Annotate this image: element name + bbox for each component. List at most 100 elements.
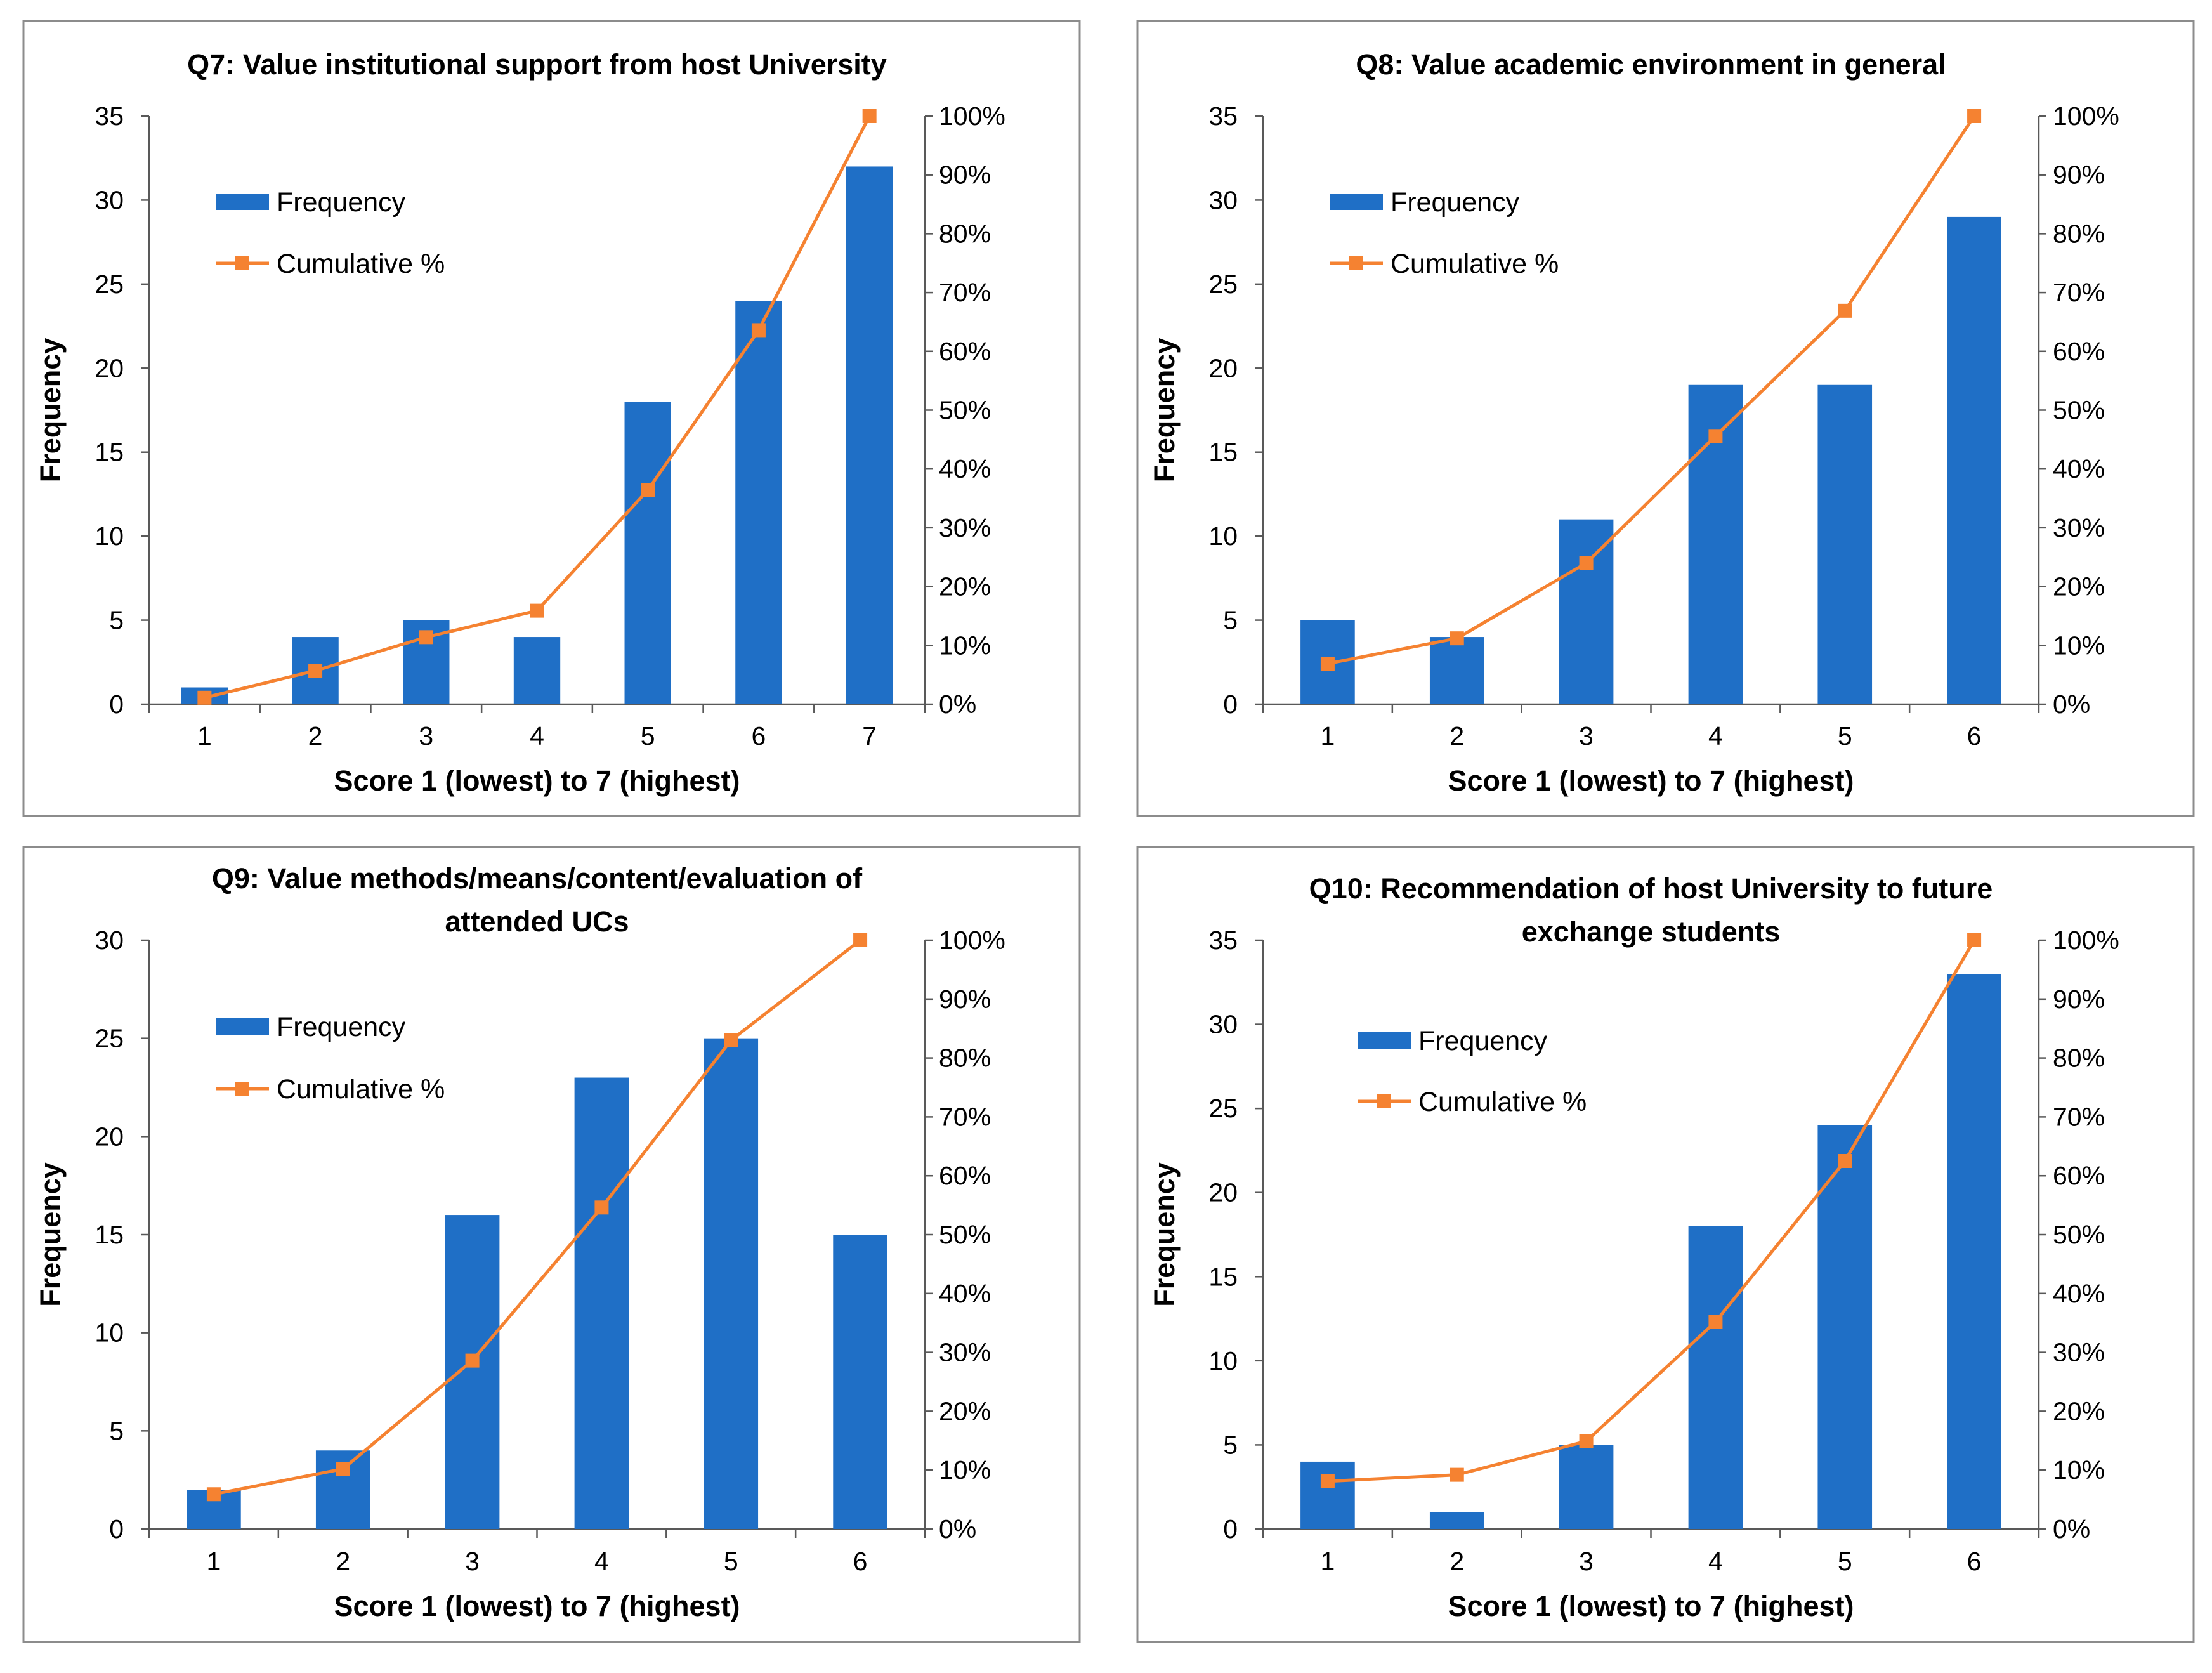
bar — [1559, 1445, 1614, 1529]
y2-tick-label: 50% — [939, 396, 991, 425]
y2-tick-label: 10% — [2053, 631, 2105, 660]
legend-marker-swatch — [235, 256, 249, 270]
legend-bar-swatch — [1330, 194, 1383, 210]
y-tick-label: 15 — [1208, 1262, 1238, 1291]
y2-tick-label: 80% — [2053, 1044, 2105, 1073]
y2-tick-label: 10% — [939, 1455, 991, 1485]
cumulative-point — [751, 323, 766, 338]
y-tick-label: 10 — [95, 1318, 124, 1348]
legend: Frequency Cumulative % — [216, 187, 445, 279]
legend: Frequency Cumulative % — [1358, 1026, 1587, 1117]
x-tick-label: 1 — [1321, 1547, 1335, 1576]
legend: Frequency Cumulative % — [1330, 187, 1559, 279]
legend-label: Frequency — [277, 1012, 406, 1042]
x-tick-label: 2 — [1450, 1547, 1464, 1576]
x-tick-label: 4 — [594, 1547, 609, 1576]
y-tick-label: 15 — [1208, 438, 1238, 467]
y2-tick-label: 40% — [2053, 1279, 2105, 1308]
y2-tick-label: 90% — [2053, 161, 2105, 190]
cumulative-point — [308, 664, 323, 678]
x-tick-label: 1 — [197, 721, 212, 751]
y-tick-label: 15 — [95, 438, 124, 467]
cumulative-line — [1327, 939, 1976, 1483]
legend-bar-swatch — [1358, 1032, 1411, 1049]
legend-bar-swatch — [216, 194, 269, 210]
bar — [513, 637, 561, 704]
y-tick-label: 20 — [1208, 1178, 1238, 1207]
y2-tick-label: 40% — [939, 1279, 991, 1308]
y-tick-label: 30 — [95, 185, 124, 214]
y-tick-label: 25 — [1208, 1094, 1238, 1123]
y-tick-label: 15 — [95, 1220, 124, 1249]
y-tick-label: 10 — [95, 522, 124, 551]
y-axis-title: Frequency — [1148, 1162, 1181, 1307]
y2-tick-label: 30% — [2053, 1338, 2105, 1367]
y-axis-title: Frequency — [34, 338, 67, 483]
bar — [624, 402, 671, 704]
chart-border — [22, 846, 1081, 1643]
y2-tick-label: 10% — [2053, 1455, 2105, 1485]
x-axis-title: Score 1 (lowest) to 7 (highest) — [1448, 1590, 1854, 1622]
bar — [1817, 1125, 1873, 1529]
legend: Frequency Cumulative % — [216, 1012, 445, 1105]
x-tick-label: 6 — [853, 1547, 868, 1576]
x-tick-label: 6 — [1967, 721, 1982, 751]
chart-title-line: exchange students — [1522, 915, 1781, 948]
y-tick-label: 30 — [1208, 185, 1238, 214]
y2-tick-label: 0% — [939, 1514, 976, 1544]
y-tick-label: 10 — [1208, 522, 1238, 551]
y-tick-label: 20 — [95, 353, 124, 383]
x-tick-label: 2 — [336, 1547, 350, 1576]
cumulative-point — [724, 1033, 738, 1047]
legend-label: Frequency — [1391, 187, 1520, 218]
bar — [574, 1077, 629, 1529]
y-tick-label: 30 — [95, 926, 124, 955]
bar — [833, 1235, 887, 1529]
y2-tick-label: 20% — [939, 572, 991, 601]
chart-border — [1136, 846, 2195, 1643]
cumulative-point — [1967, 933, 1982, 947]
y2-tick-label: 30% — [939, 513, 991, 542]
y-tick-label: 0 — [1223, 1514, 1238, 1544]
bar — [1429, 1512, 1484, 1529]
bar — [1947, 216, 2001, 704]
y2-tick-label: 20% — [2053, 1396, 2105, 1426]
y2-tick-label: 40% — [939, 454, 991, 483]
chart-panel-3: Q9: Value methods/means/content/evaluati… — [22, 846, 1081, 1643]
cumulative-point — [530, 603, 544, 618]
y2-tick-label: 100% — [939, 926, 1005, 955]
x-tick-label: 5 — [1838, 1547, 1852, 1576]
legend-label: Cumulative % — [277, 249, 445, 279]
bar — [1429, 637, 1484, 704]
chart-border — [1136, 20, 2195, 817]
y2-tick-label: 90% — [939, 985, 991, 1014]
x-axis-title: Score 1 (lowest) to 7 (highest) — [334, 764, 740, 797]
cumulative-point — [197, 690, 212, 705]
x-tick-label: 6 — [752, 721, 766, 751]
legend-label: Cumulative % — [1418, 1087, 1587, 1117]
y-axis-title: Frequency — [1148, 338, 1181, 483]
chart-title-line: Q8: Value academic environment in genera… — [1356, 48, 1946, 81]
cumulative-point — [1320, 1474, 1335, 1488]
y-tick-label: 35 — [1208, 926, 1238, 955]
y-tick-label: 0 — [1223, 690, 1238, 719]
chart-title-line: Q9: Value methods/means/content/evaluati… — [212, 862, 863, 895]
y-tick-label: 20 — [95, 1122, 124, 1151]
y2-tick-label: 80% — [939, 1044, 991, 1073]
x-tick-label: 2 — [308, 721, 323, 751]
y-tick-label: 35 — [1208, 102, 1238, 131]
y-tick-label: 0 — [109, 690, 124, 719]
x-tick-label: 3 — [419, 721, 433, 751]
y2-tick-label: 0% — [939, 690, 976, 719]
cumulative-line — [213, 939, 861, 1496]
y-tick-label: 25 — [95, 1024, 124, 1053]
chart-panel-1: Q7: Value institutional support from hos… — [22, 20, 1081, 817]
legend-bar-swatch — [216, 1018, 269, 1035]
y2-tick-label: 60% — [2053, 1161, 2105, 1190]
y2-tick-label: 10% — [939, 631, 991, 660]
bar — [1817, 384, 1873, 704]
x-tick-label: 4 — [1708, 1547, 1723, 1576]
cumulative-point — [336, 1462, 350, 1476]
legend-marker-swatch — [1349, 256, 1363, 270]
x-tick-label: 6 — [1967, 1547, 1982, 1576]
